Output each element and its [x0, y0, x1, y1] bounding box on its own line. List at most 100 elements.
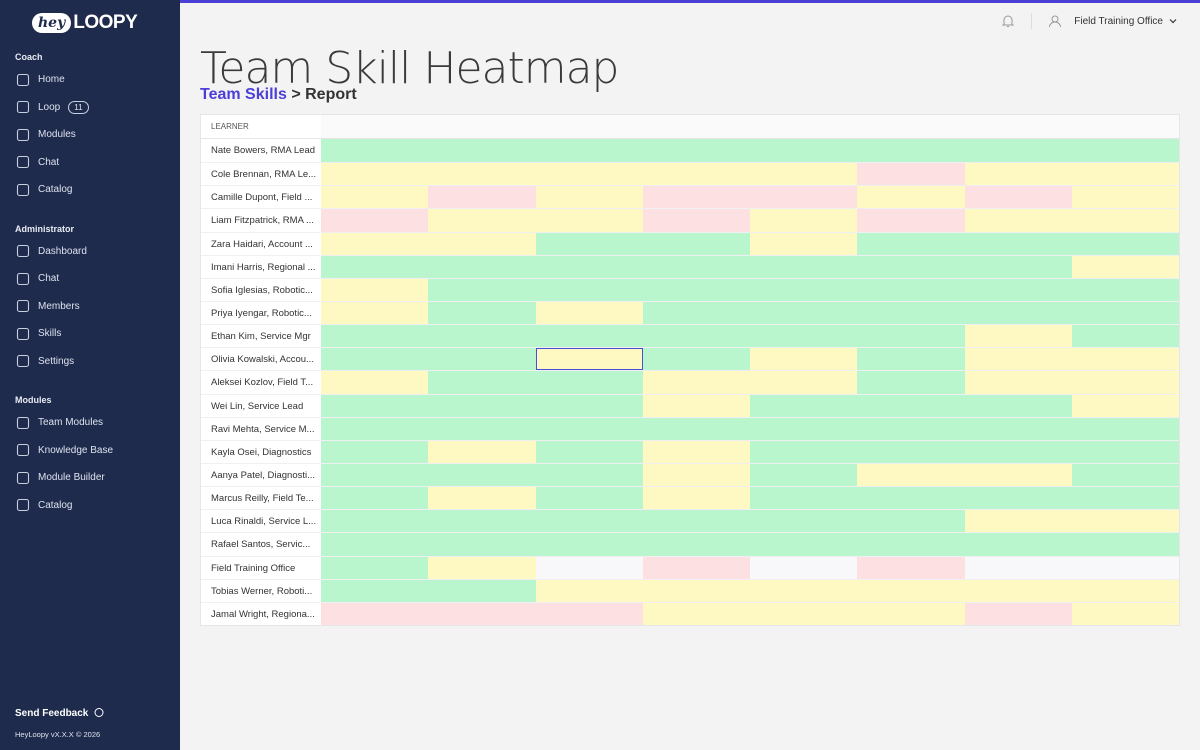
heat-cell[interactable]	[642, 463, 750, 487]
nav-item[interactable]: Loop 11	[0, 94, 180, 122]
heat-cell[interactable]	[1071, 348, 1179, 371]
heat-cell[interactable]	[750, 139, 858, 163]
heat-cell[interactable]	[642, 579, 750, 602]
heat-cell[interactable]	[642, 417, 750, 440]
heat-cell[interactable]	[964, 278, 1072, 301]
heat-cell[interactable]	[321, 232, 429, 255]
nav-item[interactable]: Team Modules	[0, 409, 180, 437]
heat-cell[interactable]	[750, 394, 858, 417]
heat-cell[interactable]	[428, 371, 536, 394]
heat-cell[interactable]	[321, 602, 429, 625]
heat-cell[interactable]	[750, 556, 858, 579]
heat-cell[interactable]	[750, 325, 858, 348]
heat-cell[interactable]	[535, 533, 643, 556]
heat-cell[interactable]	[642, 440, 750, 463]
heat-cell[interactable]	[964, 487, 1072, 510]
heat-cell[interactable]	[428, 348, 536, 371]
heat-cell[interactable]	[857, 209, 965, 232]
heat-cell[interactable]	[321, 579, 429, 602]
heat-cell[interactable]	[1071, 417, 1179, 440]
heat-cell[interactable]	[642, 348, 750, 371]
heat-cell[interactable]	[321, 301, 429, 325]
nav-item[interactable]: Skills	[0, 320, 180, 348]
heat-cell[interactable]	[428, 394, 536, 417]
heat-cell[interactable]	[535, 371, 643, 394]
nav-item[interactable]: Catalog	[0, 176, 180, 204]
heat-cell[interactable]	[535, 440, 643, 463]
heat-cell[interactable]	[857, 533, 965, 556]
heat-cell[interactable]	[428, 440, 536, 463]
heat-cell[interactable]	[857, 440, 965, 463]
heat-cell[interactable]	[1071, 301, 1179, 325]
heat-cell[interactable]	[428, 463, 536, 487]
feedback[interactable]: Send Feedback	[15, 707, 105, 719]
heat-cell[interactable]	[428, 533, 536, 556]
heat-cell[interactable]	[535, 139, 643, 163]
nav-item[interactable]: Members	[0, 293, 180, 321]
heat-cell[interactable]	[964, 255, 1072, 278]
heat-cell[interactable]	[535, 301, 643, 325]
heat-cell[interactable]	[535, 394, 643, 417]
heat-cell[interactable]	[857, 163, 965, 186]
nav-item[interactable]: Home	[0, 66, 180, 94]
heat-cell[interactable]	[1071, 209, 1179, 232]
heat-cell[interactable]	[1071, 533, 1179, 556]
heat-cell[interactable]	[428, 510, 536, 533]
heat-cell[interactable]	[750, 487, 858, 510]
heat-cell[interactable]	[1071, 487, 1179, 510]
heat-cell[interactable]	[750, 463, 858, 487]
heat-cell[interactable]	[535, 463, 643, 487]
heat-cell[interactable]	[857, 463, 965, 487]
heat-cell[interactable]	[857, 186, 965, 209]
heat-cell[interactable]	[964, 209, 1072, 232]
heat-cell[interactable]	[642, 510, 750, 533]
heat-cell[interactable]	[857, 301, 965, 325]
nav-item[interactable]: Chat	[0, 265, 180, 293]
heat-cell[interactable]	[642, 301, 750, 325]
heat-cell[interactable]	[535, 579, 643, 602]
heat-cell[interactable]	[642, 533, 750, 556]
heat-cell[interactable]	[857, 325, 965, 348]
heat-cell[interactable]	[1071, 394, 1179, 417]
heat-cell[interactable]	[428, 325, 536, 348]
heat-cell[interactable]	[535, 417, 643, 440]
bell-icon[interactable]	[1001, 14, 1015, 28]
heat-cell[interactable]	[535, 186, 643, 209]
heat-cell[interactable]	[428, 186, 536, 209]
heat-cell[interactable]	[964, 579, 1072, 602]
heat-cell[interactable]	[857, 487, 965, 510]
heat-cell[interactable]	[321, 556, 429, 579]
heat-cell[interactable]	[1071, 556, 1179, 579]
heat-cell[interactable]	[321, 463, 429, 487]
heat-cell[interactable]	[535, 348, 643, 371]
heat-cell[interactable]	[535, 163, 643, 186]
heat-cell[interactable]	[857, 278, 965, 301]
heat-cell[interactable]	[642, 139, 750, 163]
heat-cell[interactable]	[428, 163, 536, 186]
heat-cell[interactable]	[964, 139, 1072, 163]
heat-cell[interactable]	[535, 487, 643, 510]
heat-cell[interactable]	[642, 163, 750, 186]
heat-cell[interactable]	[428, 209, 536, 232]
heat-cell[interactable]	[1071, 602, 1179, 625]
heat-cell[interactable]	[535, 278, 643, 301]
heat-cell[interactable]	[642, 255, 750, 278]
heat-cell[interactable]	[1071, 371, 1179, 394]
heat-cell[interactable]	[750, 533, 858, 556]
heat-cell[interactable]	[535, 602, 643, 625]
heat-cell[interactable]	[750, 255, 858, 278]
heat-cell[interactable]	[642, 186, 750, 209]
heat-cell[interactable]	[535, 232, 643, 255]
heat-cell[interactable]	[1071, 463, 1179, 487]
nav-item[interactable]: Settings	[0, 348, 180, 376]
heat-cell[interactable]	[428, 556, 536, 579]
heat-cell[interactable]	[964, 232, 1072, 255]
heat-cell[interactable]	[1071, 163, 1179, 186]
heat-cell[interactable]	[857, 556, 965, 579]
heat-cell[interactable]	[1071, 579, 1179, 602]
heat-cell[interactable]	[964, 463, 1072, 487]
nav-item[interactable]: Modules	[0, 121, 180, 149]
heat-cell[interactable]	[642, 325, 750, 348]
heat-cell[interactable]	[642, 232, 750, 255]
user-menu[interactable]: Field Training Office	[1074, 15, 1163, 27]
